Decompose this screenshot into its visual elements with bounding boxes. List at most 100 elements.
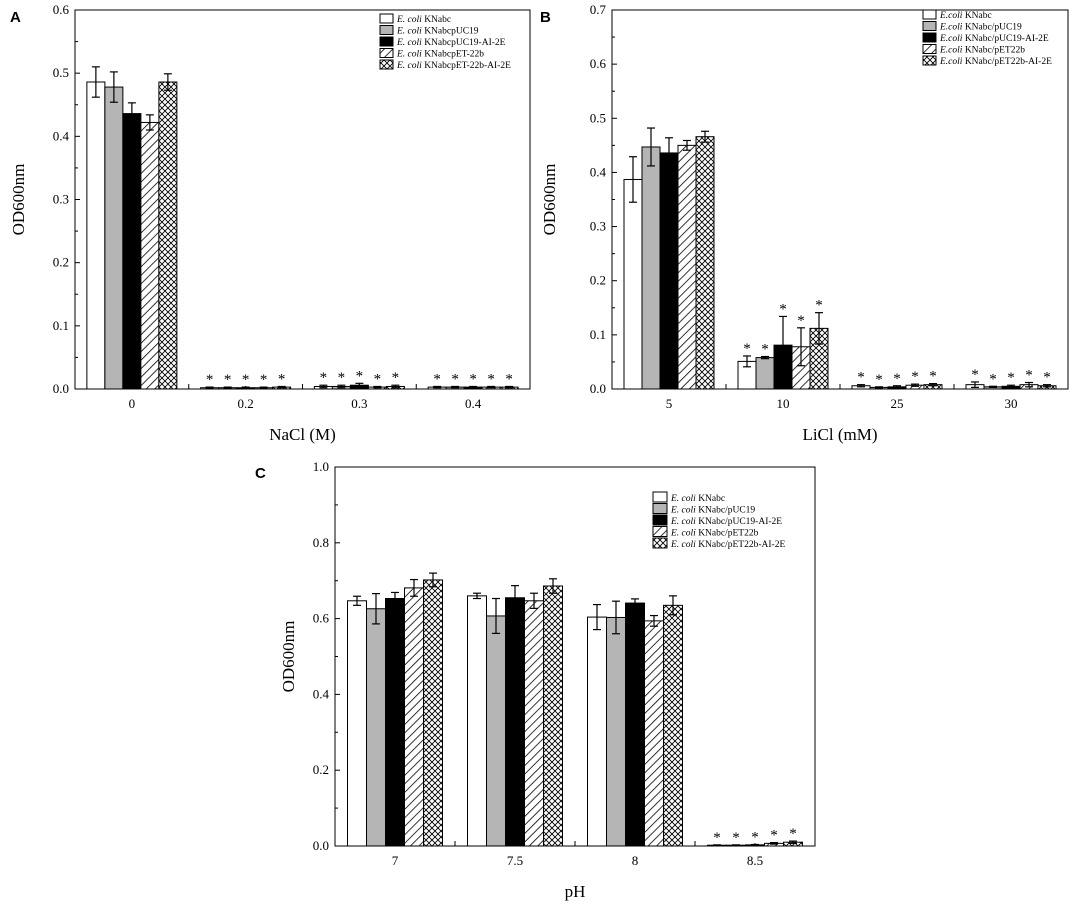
panel-letter-b: B	[540, 9, 551, 26]
bar	[606, 616, 626, 847]
y-tick-label: 0.5	[53, 65, 69, 80]
legend-label: E. coli KNabcpET-22b-AI-2E	[396, 61, 511, 71]
x-axis-title: LiCl (mM)	[802, 425, 877, 444]
significance-star: *	[278, 371, 286, 387]
legend-label-species: E. coli	[396, 27, 424, 37]
legend-label: E. coli KNabc	[396, 15, 451, 25]
significance-star: *	[989, 371, 997, 387]
legend-label-strain: KNabcpUC19-AI-2E	[424, 38, 505, 48]
significance-star: *	[206, 372, 214, 388]
x-tick-label: 0.2	[238, 396, 254, 411]
significance-star: *	[893, 371, 901, 387]
legend-label: E. coli KNabcpUC19	[396, 27, 479, 37]
y-tick-label: 0.6	[313, 611, 330, 626]
x-tick-label: 0.3	[351, 396, 367, 411]
bar	[625, 602, 645, 847]
y-tick-label: 0.2	[53, 255, 69, 270]
legend-label-species: E.coli	[939, 11, 965, 21]
bar	[158, 81, 178, 390]
y-tick-label: 0.4	[313, 686, 330, 701]
panel-letter-a: A	[10, 9, 21, 26]
bar	[467, 595, 487, 847]
bar	[663, 604, 683, 847]
bar	[623, 178, 643, 390]
legend-label: E. coli KNabcpUC19-AI-2E	[396, 38, 506, 48]
significance-star: *	[929, 369, 937, 385]
y-tick-label: 0.5	[590, 110, 606, 125]
significance-star: *	[320, 370, 328, 386]
y-tick-label: 0.4	[53, 128, 70, 143]
bar	[644, 620, 664, 847]
significance-star: *	[260, 372, 268, 388]
legend-label-species: E.coli	[939, 46, 965, 56]
legend-label-species: E. coli	[670, 529, 698, 539]
significance-star: *	[857, 370, 865, 386]
bar	[140, 121, 160, 390]
bar	[86, 81, 106, 390]
bar	[366, 608, 386, 847]
x-tick-label: 8	[632, 853, 639, 868]
legend-swatch	[922, 32, 937, 43]
significance-star: *	[451, 371, 459, 387]
y-tick-label: 0.0	[53, 381, 69, 396]
legend-label: E.coli KNabc/pUC19	[939, 23, 1022, 33]
y-tick-label: 0.3	[590, 219, 606, 234]
legend-label: E. coli KNabc	[670, 494, 725, 504]
legend-label-species: E. coli	[670, 517, 698, 527]
legend-swatch	[652, 537, 668, 549]
significance-star: *	[356, 368, 364, 384]
legend-swatch	[379, 48, 394, 58]
legend-swatch	[652, 503, 668, 514]
bar	[423, 579, 443, 847]
legend-label: E.coli KNabc	[939, 11, 992, 21]
bar	[677, 144, 697, 390]
legend-swatch	[922, 9, 937, 20]
legend-label-strain: KNabc	[965, 11, 992, 21]
y-tick-label: 0.2	[590, 273, 606, 288]
legend-label-species: E. coli	[670, 506, 698, 516]
legend-swatch	[379, 36, 394, 47]
significance-star: *	[761, 342, 769, 358]
legend-label-strain: KNabc	[698, 494, 725, 504]
legend-label-strain: KNabc/pET22b-AI-2E	[698, 540, 785, 550]
y-tick-label: 0.4	[590, 164, 607, 179]
bar	[505, 597, 525, 847]
legend-label: E. coli KNabc/pET22b-AI-2E	[670, 540, 785, 550]
significance-star: *	[779, 301, 787, 317]
significance-star: *	[487, 371, 495, 387]
y-tick-label: 0.1	[53, 318, 69, 333]
legend-label-species: E.coli	[939, 57, 965, 67]
x-tick-label: 0.4	[465, 396, 482, 411]
significance-star: *	[789, 826, 797, 842]
significance-star: *	[797, 313, 805, 329]
significance-star: *	[1043, 370, 1051, 386]
legend-label-strain: KNabcpET-22b	[424, 50, 484, 60]
legend-label: E.coli KNabc/pUC19-AI-2E	[939, 34, 1049, 44]
legend-label-strain: KNabc/pUC19	[965, 23, 1022, 33]
x-tick-label: 5	[666, 396, 673, 411]
legend-label-strain: KNabc/pET22b	[965, 46, 1025, 56]
bar	[659, 152, 679, 390]
chart-panel-b: 0.0 0.1 0.2 0.3 0.4 0.5 0.6 0.7 5 10 * * * * * 25 * * * * * 3…	[540, 2, 1069, 444]
legend-label-strain: KNabcpET-22b-AI-2E	[424, 61, 511, 71]
bar	[486, 615, 506, 847]
significance-star: *	[713, 830, 721, 846]
y-axis-title: OD600nm	[9, 164, 28, 236]
significance-star: *	[242, 372, 250, 388]
x-tick-label: 0	[129, 396, 136, 411]
x-axis-title: NaCl (M)	[269, 425, 336, 444]
bar	[385, 598, 405, 847]
bar	[524, 600, 544, 847]
legend-label: E. coli KNabcpET-22b	[396, 50, 484, 60]
y-tick-label: 0.8	[313, 535, 329, 550]
legend-label-strain: KNabc/pET22b	[698, 529, 758, 539]
x-tick-label: 7	[392, 853, 399, 868]
legend-label-strain: KNabc	[424, 15, 451, 25]
legend-label-strain: KNabc/pUC19-AI-2E	[965, 34, 1049, 44]
significance-star: *	[224, 372, 232, 388]
chart-panel-c: 0.0 0.2 0.4 0.6 0.8 1.0 7 7.5 8 8.5 * * * * * pH OD600nm…	[279, 459, 816, 901]
significance-star: *	[732, 830, 740, 846]
x-axis-title: pH	[565, 882, 586, 901]
